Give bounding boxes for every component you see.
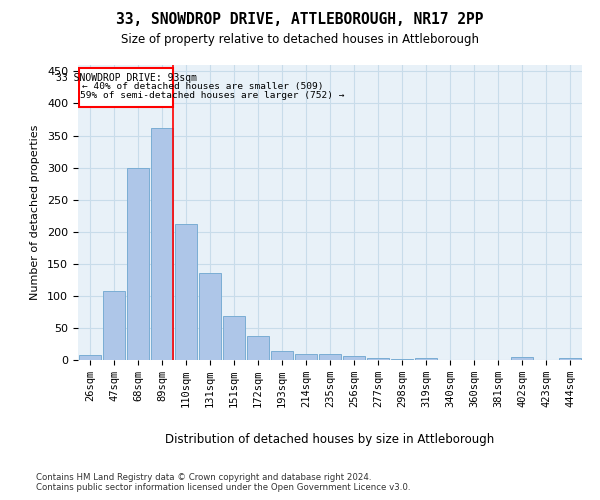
Y-axis label: Number of detached properties: Number of detached properties	[30, 125, 40, 300]
Bar	[175, 224, 197, 360]
Bar	[247, 336, 269, 360]
Bar	[343, 356, 365, 360]
Bar	[199, 273, 221, 360]
FancyBboxPatch shape	[79, 68, 173, 106]
Bar	[79, 355, 101, 360]
Text: Distribution of detached houses by size in Attleborough: Distribution of detached houses by size …	[166, 432, 494, 446]
Bar	[367, 358, 389, 360]
Text: 33 SNOWDROP DRIVE: 93sqm: 33 SNOWDROP DRIVE: 93sqm	[56, 74, 197, 84]
Text: 59% of semi-detached houses are larger (752) →: 59% of semi-detached houses are larger (…	[80, 90, 345, 100]
Text: ← 40% of detached houses are smaller (509): ← 40% of detached houses are smaller (50…	[82, 82, 323, 92]
Text: 33, SNOWDROP DRIVE, ATTLEBOROUGH, NR17 2PP: 33, SNOWDROP DRIVE, ATTLEBOROUGH, NR17 2…	[116, 12, 484, 28]
Bar	[127, 168, 149, 360]
Bar	[271, 351, 293, 360]
Text: Contains HM Land Registry data © Crown copyright and database right 2024.: Contains HM Land Registry data © Crown c…	[36, 472, 371, 482]
Bar	[223, 316, 245, 360]
Text: Contains public sector information licensed under the Open Government Licence v3: Contains public sector information licen…	[36, 484, 410, 492]
Bar	[151, 128, 173, 360]
Text: Size of property relative to detached houses in Attleborough: Size of property relative to detached ho…	[121, 32, 479, 46]
Bar	[391, 358, 413, 360]
Bar	[415, 358, 437, 360]
Bar	[103, 290, 125, 360]
Bar	[511, 358, 533, 360]
Bar	[319, 354, 341, 360]
Bar	[559, 358, 581, 360]
Bar	[295, 354, 317, 360]
